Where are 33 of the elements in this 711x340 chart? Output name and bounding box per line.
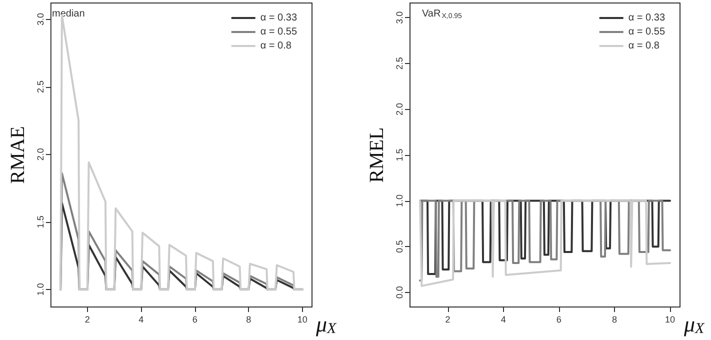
y-tick-label: 0.0 [394, 286, 404, 299]
x-tick-label: 2 [445, 314, 450, 324]
x-tick-label: 10 [297, 314, 308, 324]
y-tick-label: 3.0 [35, 12, 46, 26]
x-tick-label: 8 [246, 314, 252, 324]
legend-label: α = 0.33 [628, 12, 666, 24]
y-tick-label: 3.0 [394, 11, 404, 24]
x-tick-label: 8 [612, 314, 617, 324]
y-axis-title: RMAE [7, 126, 29, 184]
legend-label: α = 0.55 [260, 26, 298, 38]
y-axis-title: RMEL [366, 127, 388, 183]
y-tick-label: 1.0 [394, 194, 404, 208]
legend-label: α = 0.8 [260, 40, 292, 52]
legend-label: α = 0.33 [260, 12, 298, 24]
x-tick-label: 4 [138, 314, 144, 324]
legend-label: α = 0.8 [628, 40, 660, 52]
legend-label: α = 0.55 [628, 26, 666, 38]
y-tick-label: 2.0 [394, 102, 404, 116]
x-tick-label: 6 [556, 314, 562, 324]
x-axis-title: μX [683, 312, 706, 337]
annotation: median [52, 8, 85, 20]
y-tick-label: 2.5 [35, 80, 46, 94]
y-tick-label: 2.5 [394, 57, 404, 70]
x-tick-label: 4 [500, 314, 506, 324]
y-tick-label: 0.5 [394, 240, 404, 253]
y-tick-label: 1.5 [35, 216, 46, 228]
x-tick-label: 6 [192, 314, 198, 324]
x-axis-title: μX [315, 312, 338, 337]
x-tick-label: 10 [664, 314, 676, 324]
y-tick-label: 1.5 [394, 148, 404, 162]
y-tick-label: 2.0 [35, 148, 46, 161]
y-tick-label: 1.0 [35, 283, 46, 296]
x-tick-label: 2 [84, 314, 90, 324]
